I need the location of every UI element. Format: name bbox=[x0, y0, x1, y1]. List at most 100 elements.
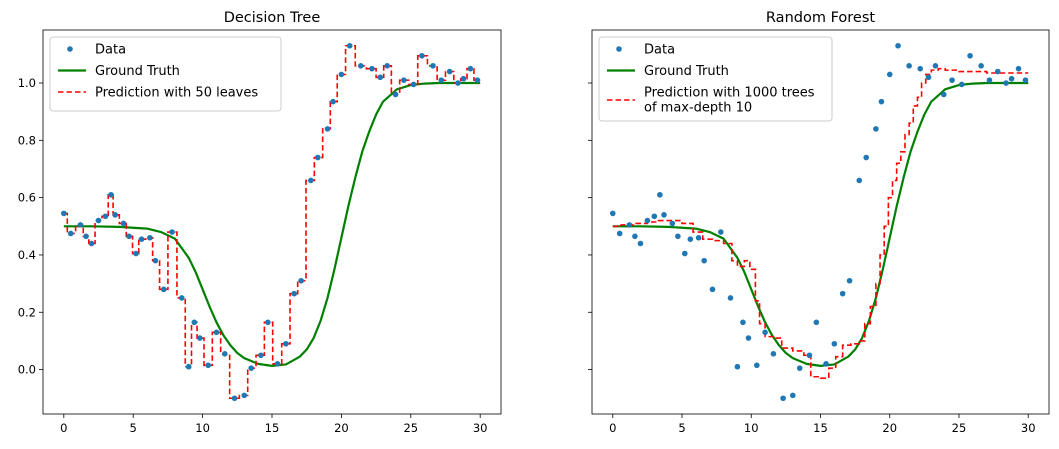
data-point bbox=[831, 340, 838, 347]
data-point bbox=[895, 42, 901, 49]
y-tick-label: 0.8 bbox=[18, 133, 36, 147]
legend-label: Data bbox=[644, 43, 675, 58]
data-point bbox=[213, 329, 220, 336]
data-point bbox=[616, 230, 623, 237]
data-point bbox=[126, 233, 132, 240]
x-tick-label: 25 bbox=[403, 421, 418, 435]
data-point bbox=[796, 365, 803, 371]
data-point bbox=[657, 191, 663, 198]
data-point bbox=[61, 210, 67, 217]
data-point bbox=[410, 81, 417, 88]
data-point bbox=[205, 362, 211, 369]
data-point bbox=[133, 250, 139, 257]
data-point bbox=[308, 177, 314, 184]
data-point bbox=[745, 335, 752, 341]
data-point bbox=[669, 220, 676, 227]
x-tick-label: 25 bbox=[952, 421, 967, 435]
data-point bbox=[958, 81, 965, 88]
data-point bbox=[324, 126, 331, 132]
data-point bbox=[346, 42, 353, 49]
data-point bbox=[338, 71, 345, 78]
data-point bbox=[197, 335, 203, 341]
legend-label: Ground Truth bbox=[644, 64, 729, 79]
data-point bbox=[644, 217, 651, 224]
data-point bbox=[675, 233, 681, 240]
data-point bbox=[446, 68, 453, 75]
x-tick-label: 30 bbox=[473, 421, 488, 435]
data-point bbox=[753, 362, 760, 369]
data-point bbox=[932, 63, 939, 69]
data-point bbox=[138, 236, 145, 242]
data-point bbox=[455, 80, 461, 86]
prediction-step-line bbox=[63, 44, 481, 400]
data-point bbox=[878, 98, 885, 105]
data-point bbox=[377, 74, 384, 81]
data-point bbox=[147, 234, 153, 241]
data-point bbox=[384, 63, 390, 69]
data-point bbox=[438, 77, 445, 83]
data-point bbox=[88, 240, 95, 247]
data-point bbox=[241, 392, 248, 399]
legend-label: Ground Truth bbox=[95, 64, 180, 79]
data-point bbox=[770, 351, 777, 357]
data-point bbox=[873, 126, 879, 132]
data-point bbox=[108, 191, 114, 198]
data-point bbox=[637, 240, 644, 247]
legend-box bbox=[598, 36, 833, 122]
data-point bbox=[978, 63, 984, 69]
data-point bbox=[315, 154, 321, 161]
y-tick-label: 0.0 bbox=[18, 363, 36, 377]
plot-area bbox=[61, 42, 481, 402]
prediction-step-line bbox=[612, 67, 1029, 379]
data-point bbox=[661, 212, 667, 218]
data-point bbox=[1003, 80, 1009, 86]
legend-label-line: of max-depth 10 bbox=[644, 101, 752, 116]
data-point bbox=[1022, 77, 1029, 83]
data-point bbox=[687, 236, 694, 242]
data-point bbox=[967, 52, 973, 59]
data-point bbox=[222, 351, 228, 357]
data-point bbox=[474, 77, 481, 83]
ground-truth-line bbox=[63, 81, 481, 367]
legend-marker bbox=[616, 46, 622, 52]
x-tick-label: 10 bbox=[744, 421, 759, 435]
data-point bbox=[265, 319, 271, 326]
data-point bbox=[248, 365, 254, 371]
legend-label-line: Ground Truth bbox=[95, 64, 180, 79]
data-point bbox=[823, 361, 829, 367]
x-tick-label: 5 bbox=[678, 421, 685, 435]
legend-label-line: Data bbox=[644, 43, 675, 58]
data-point bbox=[460, 75, 467, 82]
x-tick-label: 30 bbox=[1021, 421, 1036, 435]
data-point bbox=[681, 250, 688, 257]
data-point bbox=[291, 290, 298, 297]
y-tick-label: 0.6 bbox=[18, 191, 36, 205]
legend-label: Data bbox=[95, 43, 126, 58]
data-point bbox=[949, 77, 955, 83]
data-point bbox=[83, 233, 89, 240]
legend-label: Prediction with 50 leaves bbox=[95, 86, 258, 101]
data-point bbox=[886, 71, 893, 78]
data-point bbox=[701, 257, 707, 264]
legend-label-line: Prediction with 1000 trees bbox=[644, 86, 815, 101]
data-point bbox=[274, 361, 281, 367]
legend: Data Ground Truth Prediction with 1000 tre… bbox=[598, 36, 833, 122]
ground-truth-line bbox=[612, 81, 1029, 367]
y-tick-label: 1.0 bbox=[18, 76, 36, 90]
x-tick-label: 10 bbox=[195, 421, 210, 435]
data-point bbox=[709, 286, 716, 293]
data-point bbox=[401, 77, 407, 83]
data-point bbox=[185, 363, 192, 370]
data-point bbox=[839, 290, 846, 297]
x-tick-label: 5 bbox=[130, 421, 137, 435]
data-point bbox=[717, 229, 724, 235]
data-point bbox=[917, 65, 924, 72]
data-point bbox=[986, 77, 993, 83]
data-point bbox=[632, 233, 638, 240]
data-point bbox=[813, 319, 820, 326]
axes-frame bbox=[42, 29, 502, 415]
data-point bbox=[467, 65, 474, 72]
data-point bbox=[330, 98, 336, 105]
axes-frame bbox=[591, 29, 1050, 415]
